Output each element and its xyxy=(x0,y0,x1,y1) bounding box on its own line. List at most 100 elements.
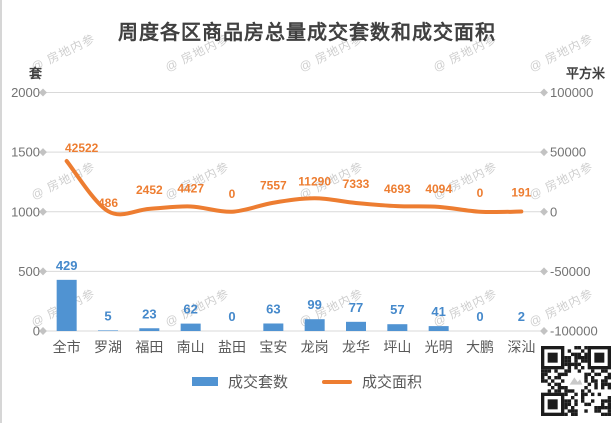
qr-module xyxy=(564,412,568,416)
grid-end-marker xyxy=(540,148,548,157)
qr-module xyxy=(567,362,572,367)
qr-module xyxy=(601,386,605,390)
bar xyxy=(98,330,118,331)
qr-finder-pattern xyxy=(547,399,558,410)
bar xyxy=(139,328,160,331)
qr-module xyxy=(607,402,611,407)
qr-module xyxy=(574,392,578,397)
qr-module xyxy=(541,372,545,377)
qr-module xyxy=(584,372,588,377)
qr-module xyxy=(597,406,602,410)
qr-module xyxy=(561,379,565,383)
qr-module xyxy=(601,399,605,403)
right-axis-tick-label: 50000 xyxy=(550,145,586,160)
line-data-label: 0 xyxy=(229,187,236,201)
bar xyxy=(263,323,284,331)
qr-module xyxy=(577,369,582,373)
qr-module xyxy=(594,379,598,383)
category-label: 全市 xyxy=(53,339,81,355)
right-axis-tick-label: -50000 xyxy=(550,264,590,279)
qr-module xyxy=(584,392,588,397)
qr-module xyxy=(581,366,585,370)
grid-end-marker xyxy=(39,88,47,97)
grid-end-marker xyxy=(39,327,47,335)
qr-module xyxy=(547,369,552,373)
qr-module xyxy=(571,406,575,410)
qr-module xyxy=(567,356,572,360)
qr-module xyxy=(557,376,562,380)
qr-module xyxy=(574,362,578,367)
qr-module xyxy=(584,359,588,363)
category-label: 龙岗 xyxy=(301,339,329,355)
qr-code xyxy=(541,346,611,416)
qr-module xyxy=(584,402,588,407)
qr-module xyxy=(577,362,582,367)
qr-module xyxy=(564,372,568,377)
qr-module xyxy=(574,402,578,407)
qr-module xyxy=(607,399,611,403)
qr-module xyxy=(584,409,588,413)
bar-data-label: 5 xyxy=(104,308,111,323)
qr-module xyxy=(574,359,578,363)
qr-module xyxy=(551,386,555,390)
qr-module xyxy=(601,406,605,410)
qr-module xyxy=(584,379,588,383)
qr-module xyxy=(587,382,592,387)
qr-module xyxy=(564,389,568,393)
qr-module xyxy=(574,366,578,370)
line-series-swatch-icon xyxy=(322,379,352,384)
qr-module xyxy=(564,362,568,367)
qr-module xyxy=(571,409,575,413)
qr-module xyxy=(597,392,602,397)
qr-module xyxy=(607,376,611,380)
qr-module xyxy=(571,412,575,416)
qr-module xyxy=(564,406,568,410)
qr-module xyxy=(544,379,548,383)
grid-end-marker xyxy=(540,327,548,335)
qr-module xyxy=(591,376,595,380)
qr-module xyxy=(604,376,608,380)
qr-module xyxy=(564,399,568,403)
category-label: 盐田 xyxy=(218,339,246,355)
bar-data-label: 57 xyxy=(390,302,404,317)
qr-module xyxy=(574,409,578,413)
legend-item-area: 成交面积 xyxy=(322,371,422,392)
qr-module xyxy=(601,412,605,416)
line-series xyxy=(64,159,524,217)
qr-module xyxy=(567,409,572,413)
line-data-label: 2452 xyxy=(136,183,163,197)
line-data-label: 7333 xyxy=(343,177,370,191)
bar-data-label: 23 xyxy=(142,306,156,321)
qr-module xyxy=(571,352,575,357)
line-data-label: 0 xyxy=(477,186,484,200)
qr-module xyxy=(577,356,582,360)
qr-module xyxy=(567,349,572,353)
qr-module xyxy=(607,372,611,377)
qr-module xyxy=(567,369,572,373)
category-label: 罗湖 xyxy=(94,339,122,355)
qr-module xyxy=(571,362,575,367)
category-label: 坪山 xyxy=(383,339,411,355)
qr-finder-pattern xyxy=(547,352,558,363)
qr-module xyxy=(604,399,608,403)
qr-module xyxy=(577,346,582,350)
grid-end-marker xyxy=(39,267,47,276)
qr-module xyxy=(577,352,582,357)
qr-finder-pattern xyxy=(594,352,605,363)
qr-module xyxy=(541,379,545,383)
qr-module xyxy=(574,412,578,416)
bar-series-swatch-icon xyxy=(191,377,218,386)
qr-module xyxy=(567,399,572,403)
qr-module xyxy=(581,359,585,363)
qr-module xyxy=(587,372,592,377)
grid-end-marker xyxy=(540,267,548,276)
qr-module xyxy=(564,356,568,360)
qr-module xyxy=(547,382,552,387)
qr-module xyxy=(557,389,562,393)
qr-module xyxy=(544,369,548,373)
qr-module xyxy=(584,376,588,380)
left-axis-tick-label: 1500 xyxy=(11,145,40,160)
qr-module xyxy=(581,396,585,400)
line-data-label: 4427 xyxy=(177,181,204,195)
qr-module xyxy=(591,379,595,383)
